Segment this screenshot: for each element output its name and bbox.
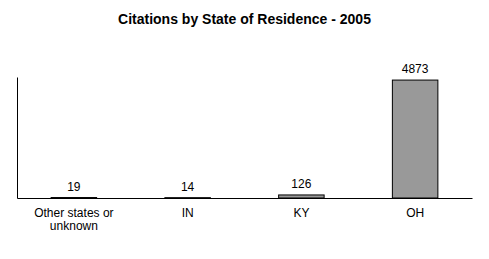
- bar: [392, 80, 438, 198]
- data-labels: 19 14 126 4873: [67, 62, 429, 194]
- x-tick-label-line: OH: [406, 206, 424, 220]
- y-axis-line: [17, 78, 18, 199]
- y-axis: [17, 78, 18, 199]
- bars: [51, 80, 438, 198]
- data-label: 14: [181, 180, 195, 194]
- x-axis-line: [18, 198, 473, 199]
- x-tick-label-line: KY: [293, 206, 309, 220]
- x-tick-label: KY: [293, 206, 309, 220]
- chart: Citations by State of Residence - 2005 Ot…: [0, 0, 489, 259]
- x-tick-label-line: IN: [182, 206, 194, 220]
- x-axis: Other states orunknown IN KY OH: [18, 198, 473, 233]
- bar: [51, 197, 97, 198]
- data-label: 19: [67, 180, 81, 194]
- data-label: 4873: [402, 62, 429, 76]
- x-tick-label: Other states orunknown: [34, 206, 113, 234]
- x-tick: Other states orunknown: [34, 198, 113, 233]
- bar: [279, 195, 325, 198]
- title: Citations by State of Residence - 2005: [118, 11, 371, 27]
- x-tick-label-line: unknown: [50, 219, 98, 233]
- x-tick-label: OH: [406, 206, 424, 220]
- x-tick: OH: [406, 198, 424, 220]
- x-tick-label-line: Other states or: [34, 206, 113, 220]
- x-tick: KY: [293, 198, 309, 220]
- data-label: 126: [291, 177, 311, 191]
- bar: [165, 197, 211, 198]
- plot-area: Other states orunknown IN KY OH 19 14 126 4873: [18, 62, 473, 233]
- x-tick: IN: [182, 198, 194, 220]
- x-tick-label: IN: [182, 206, 194, 220]
